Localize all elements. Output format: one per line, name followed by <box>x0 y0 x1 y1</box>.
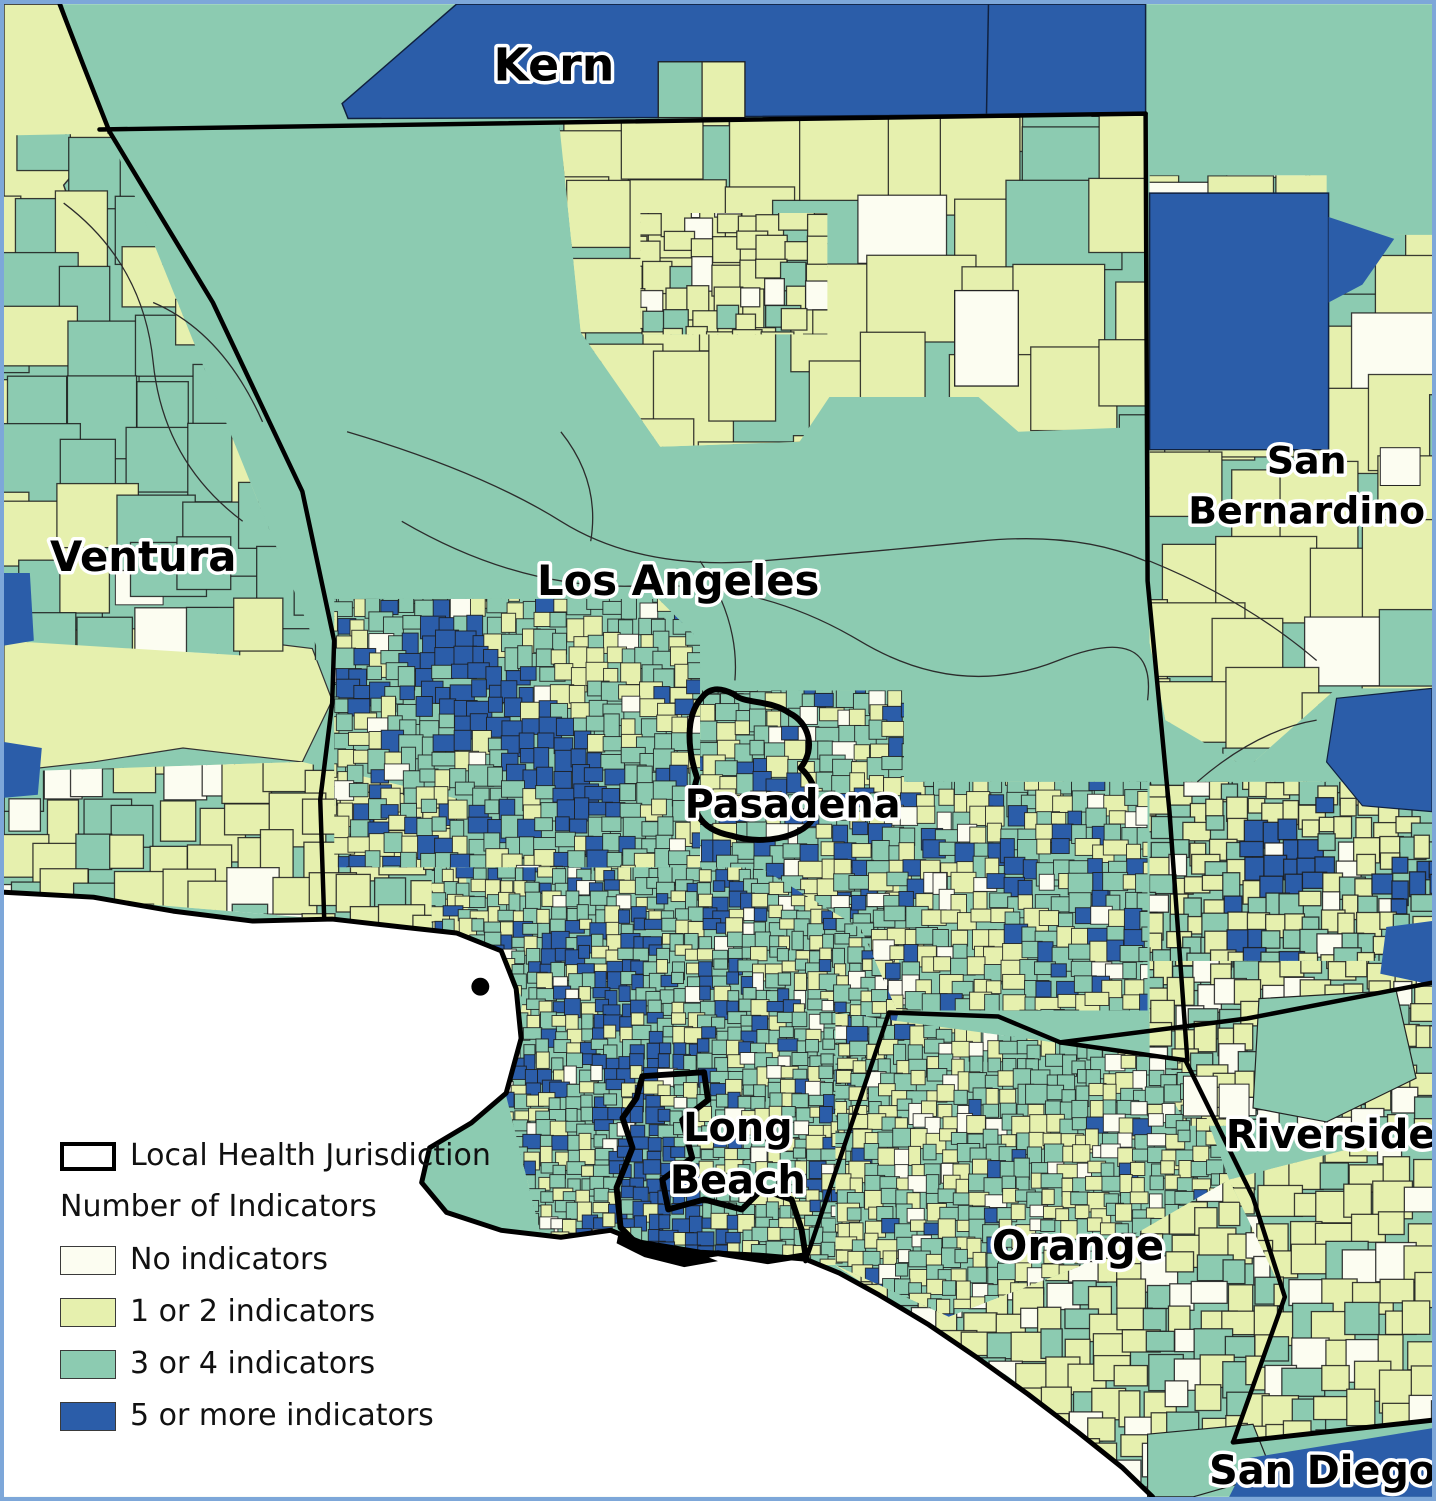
no-indicators-swatch <box>60 1245 116 1275</box>
map-label-long-beach: Beach <box>670 1158 806 1204</box>
map-label-long-beach: Long <box>683 1105 792 1151</box>
3-4-indicators-swatch <box>60 1349 116 1379</box>
solid-regions <box>4 4 1432 1123</box>
legend-label: 5 or more indicators <box>130 1398 434 1433</box>
ocean <box>4 892 1153 1497</box>
map-label-kern: Kern <box>494 39 615 92</box>
1-2-indicators-swatch <box>60 1297 116 1327</box>
map-label-san-bernardino: Bernardino <box>1188 488 1425 532</box>
legend-label: 1 or 2 indicators <box>130 1294 376 1329</box>
map-legend: Local Health Jurisdiction Number of Indi… <box>60 1140 491 1452</box>
legend-row: No indicators <box>60 1244 491 1276</box>
map-label-orange: Orange <box>992 1221 1164 1270</box>
terrain-lines <box>63 202 1318 783</box>
map-label-san-diego: San Diego <box>1209 1448 1432 1494</box>
choropleth-map: Kern Ventura Los Angeles San Bernardino Pasad… <box>4 4 1432 1497</box>
map-label-pasadena: Pasadena <box>685 782 901 828</box>
map-label-ventura: Ventura <box>50 532 237 581</box>
jurisdiction-label: Local Health Jurisdiction <box>130 1138 491 1173</box>
map-label-san-bernardino: San <box>1267 439 1347 483</box>
legend-row-jurisdiction: Local Health Jurisdiction <box>60 1140 491 1172</box>
tract-mosaic-lancaster-grid <box>640 213 828 335</box>
legend-heading: Number of Indicators <box>60 1189 377 1224</box>
legend-row: 3 or 4 indicators <box>60 1348 491 1380</box>
legend-row: 5 or more indicators <box>60 1400 491 1432</box>
map-label-riverside: Riverside <box>1226 1112 1432 1158</box>
map-label-los-angeles: Los Angeles <box>537 556 819 605</box>
5-more-indicators-swatch <box>60 1401 116 1431</box>
jurisdiction-boundaries <box>4 4 1432 1497</box>
region-labels: Kern Ventura Los Angeles San Bernardino Pasad… <box>46 35 1432 1497</box>
legend-label: 3 or 4 indicators <box>130 1346 376 1381</box>
legend-row: 1 or 2 indicators <box>60 1296 491 1328</box>
legend-label: No indicators <box>130 1242 329 1277</box>
jurisdiction-swatch <box>60 1141 116 1171</box>
tract-mosaic-san-fernando-valley <box>334 598 701 868</box>
